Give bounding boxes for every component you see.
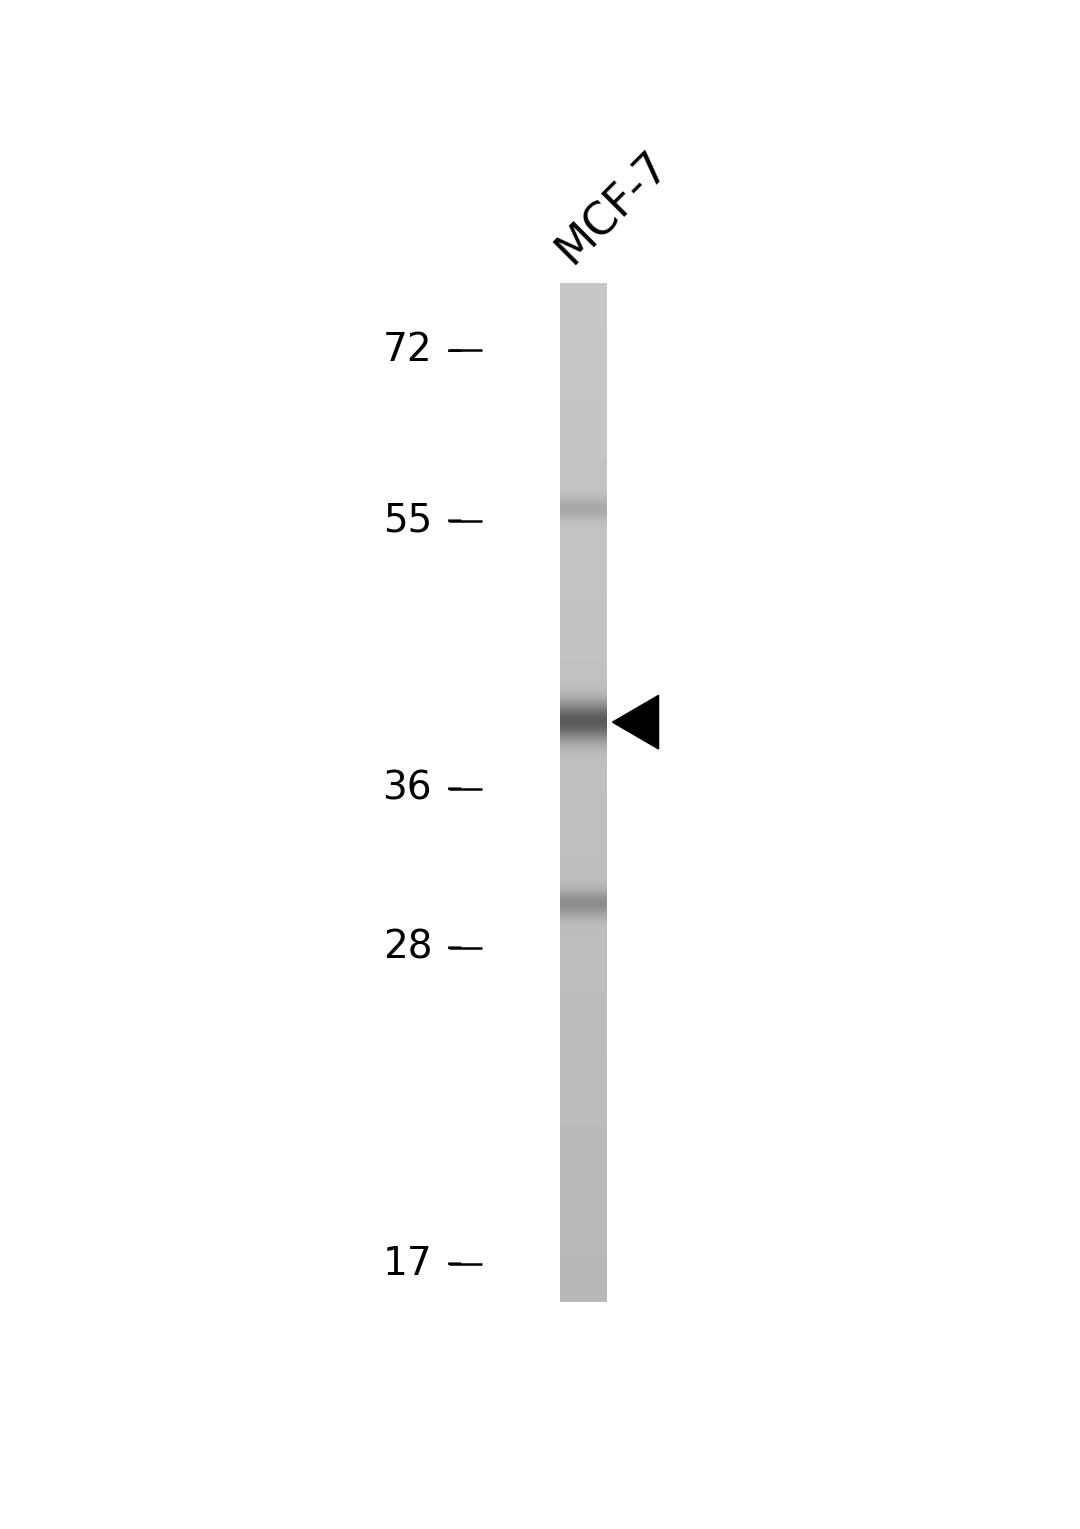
Text: 36: 36 [382,769,432,807]
Text: –: – [436,772,463,806]
Text: –: – [436,931,463,965]
Text: 17: 17 [382,1245,432,1283]
Text: 28: 28 [382,928,432,966]
Text: 72: 72 [382,332,432,368]
Polygon shape [612,696,659,749]
Text: MCF-7: MCF-7 [549,142,677,272]
Text: 55: 55 [383,502,432,540]
Text: –: – [436,505,463,537]
Text: –: – [436,333,463,367]
Text: –: – [436,1248,463,1280]
